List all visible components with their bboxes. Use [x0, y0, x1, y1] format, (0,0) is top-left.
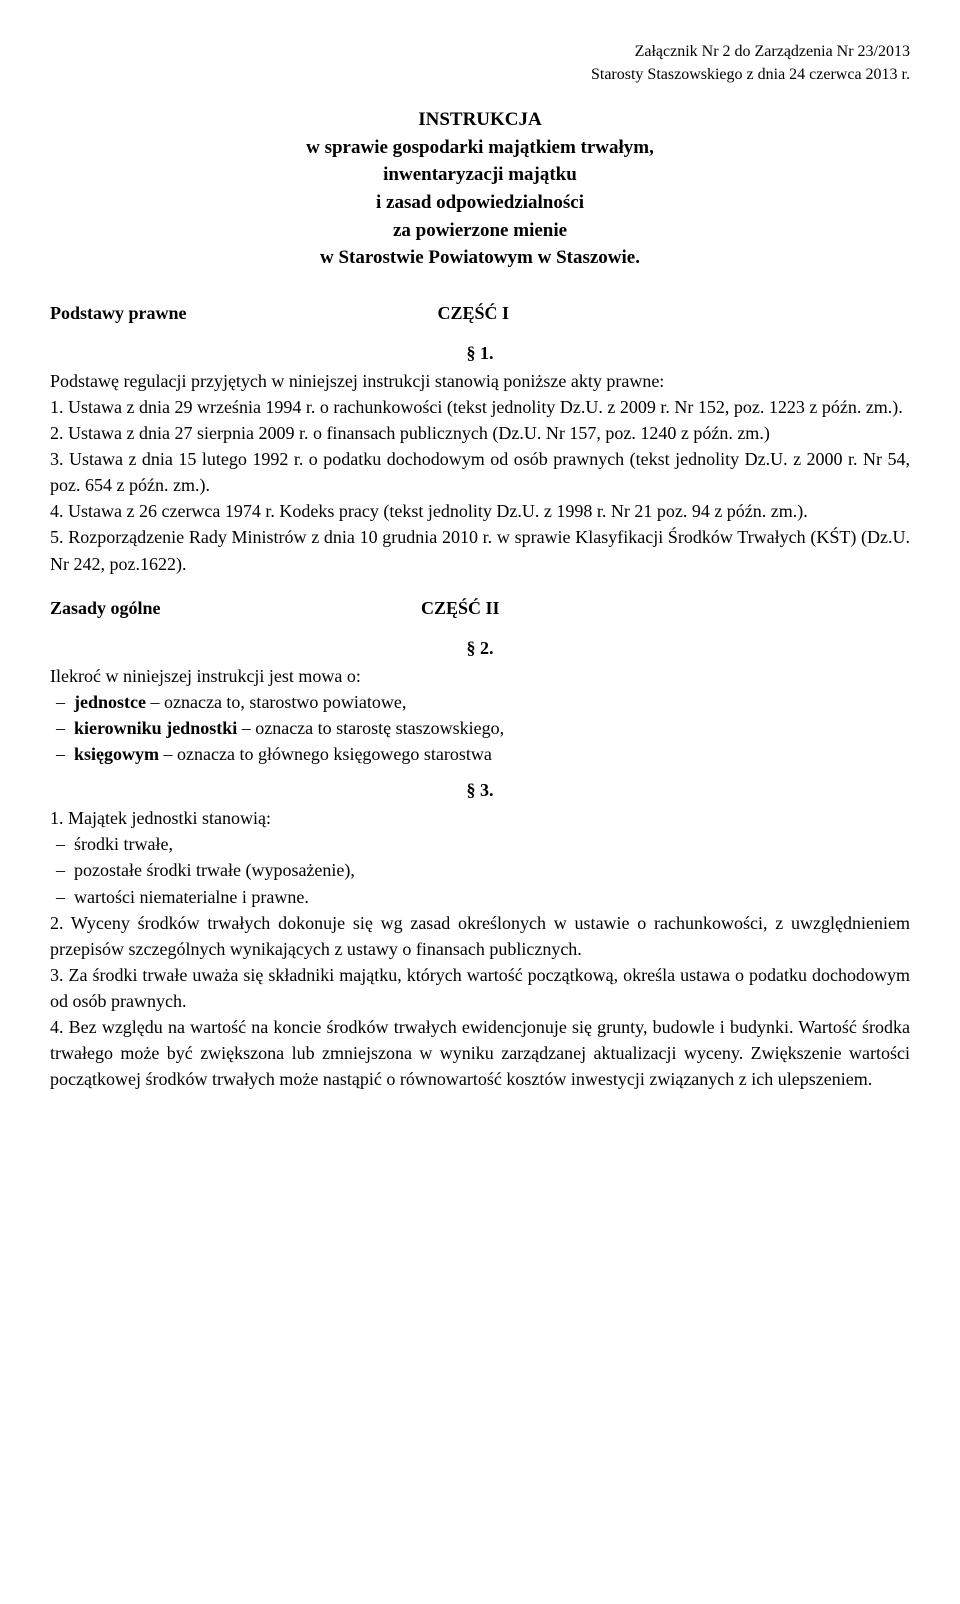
document-title: INSTRUKCJA w sprawie gospodarki majątkie… — [50, 106, 910, 271]
section-name-zasady: Zasady ogólne — [50, 595, 161, 621]
part-1-header-row: Podstawy prawne CZĘŚĆ I — [50, 300, 910, 326]
paragraph-2-intro: Ilekroć w niniejszej instrukcji jest mow… — [50, 663, 910, 689]
part-2-label: CZĘŚĆ II — [161, 595, 760, 621]
def-ksiegowy: – oznacza to głównego księgowego starost… — [159, 744, 492, 764]
definition-jednostka: jednostce – oznacza to, starostwo powiat… — [56, 689, 910, 715]
legal-act-4: 4. Ustawa z 26 czerwca 1974 r. Kodeks pr… — [50, 498, 910, 524]
legal-act-2: 2. Ustawa z dnia 27 sierpnia 2009 r. o f… — [50, 420, 910, 446]
definition-ksiegowy: księgowym – oznacza to głównego księgowe… — [56, 741, 910, 767]
title-line-3: inwentaryzacji majątku — [50, 161, 910, 189]
paragraph-3-item-3: 3. Za środki trwałe uważa się składniki … — [50, 962, 910, 1014]
paragraph-3-intro: 1. Majątek jednostki stanowią: — [50, 805, 910, 831]
attachment-header: Załącznik Nr 2 do Zarządzenia Nr 23/2013… — [50, 40, 910, 86]
title-line-4: i zasad odpowiedzialności — [50, 189, 910, 217]
definition-kierownik: kierowniku jednostki – oznacza to staros… — [56, 715, 910, 741]
title-line-2: w sprawie gospodarki majątkiem trwałym, — [50, 134, 910, 162]
legal-act-1: 1. Ustawa z dnia 29 września 1994 r. o r… — [50, 394, 910, 420]
paragraph-3-item-4: 4. Bez względu na wartość na koncie środ… — [50, 1014, 910, 1092]
asset-pozostale: pozostałe środki trwałe (wyposażenie), — [56, 857, 910, 883]
paragraph-1-intro: Podstawę regulacji przyjętych w niniejsz… — [50, 368, 910, 394]
asset-srodki-trwale: środki trwałe, — [56, 831, 910, 857]
paragraph-1-label: § 1. — [50, 340, 910, 366]
def-jednostka: – oznacza to, starostwo powiatowe, — [146, 692, 406, 712]
definition-list: jednostce – oznacza to, starostwo powiat… — [56, 689, 910, 767]
paragraph-3-item-2: 2. Wyceny środków trwałych dokonuje się … — [50, 910, 910, 962]
title-line-6: w Starostwie Powiatowym w Staszowie. — [50, 244, 910, 272]
asset-list: środki trwałe, pozostałe środki trwałe (… — [56, 831, 910, 909]
legal-act-5: 5. Rozporządzenie Rady Ministrów z dnia … — [50, 524, 910, 576]
paragraph-3-label: § 3. — [50, 777, 910, 803]
asset-wartosci: wartości niematerialne i prawne. — [56, 884, 910, 910]
attachment-line-2: Starosty Staszowskiego z dnia 24 czerwca… — [50, 63, 910, 86]
title-line-5: za powierzone mienie — [50, 217, 910, 245]
attachment-line-1: Załącznik Nr 2 do Zarządzenia Nr 23/2013 — [50, 40, 910, 63]
term-ksiegowy: księgowym — [74, 744, 159, 764]
section-name-podstawy: Podstawy prawne — [50, 300, 187, 326]
term-kierownik: kierowniku jednostki — [74, 718, 237, 738]
def-kierownik: – oznacza to starostę staszowskiego, — [237, 718, 504, 738]
paragraph-2-label: § 2. — [50, 635, 910, 661]
part-1-label: CZĘŚĆ I — [187, 300, 760, 326]
part-2-header-row: Zasady ogólne CZĘŚĆ II — [50, 595, 910, 621]
title-line-1: INSTRUKCJA — [50, 106, 910, 134]
legal-act-3: 3. Ustawa z dnia 15 lutego 1992 r. o pod… — [50, 446, 910, 498]
term-jednostka: jednostce — [74, 692, 146, 712]
